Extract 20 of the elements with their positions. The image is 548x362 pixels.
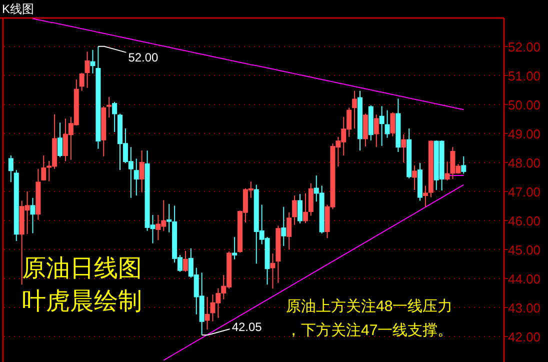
y-tick-label: 42.00 [508, 329, 541, 344]
y-tick-label: 52.00 [508, 39, 541, 54]
line-series [32, 18, 464, 110]
y-tick-label: 51.00 [508, 68, 541, 84]
y-tick-label: 48.00 [508, 155, 541, 170]
annotation: ，下方关注47一线支撑。 [286, 322, 453, 339]
annotation: 原油上方关注48一线压力 [286, 298, 453, 315]
y-tick-label: 45.00 [508, 242, 541, 258]
chart-title: K线图 [2, 2, 34, 16]
line-series [163, 184, 464, 361]
y-tick-label: 43.00 [508, 300, 541, 316]
y-tick-label: 49.00 [508, 126, 541, 142]
annotation: 叶虎晨绘制 [22, 288, 142, 315]
annotation: 原油日线图 [22, 255, 142, 282]
y-tick-label: 44.00 [508, 271, 541, 286]
y-tick-label: 47.00 [508, 184, 541, 200]
annotation: 42.05 [232, 320, 262, 334]
y-tick-label: 50.00 [508, 97, 541, 112]
annotation: 52.00 [128, 50, 159, 64]
y-tick-label: 46.00 [508, 213, 541, 228]
